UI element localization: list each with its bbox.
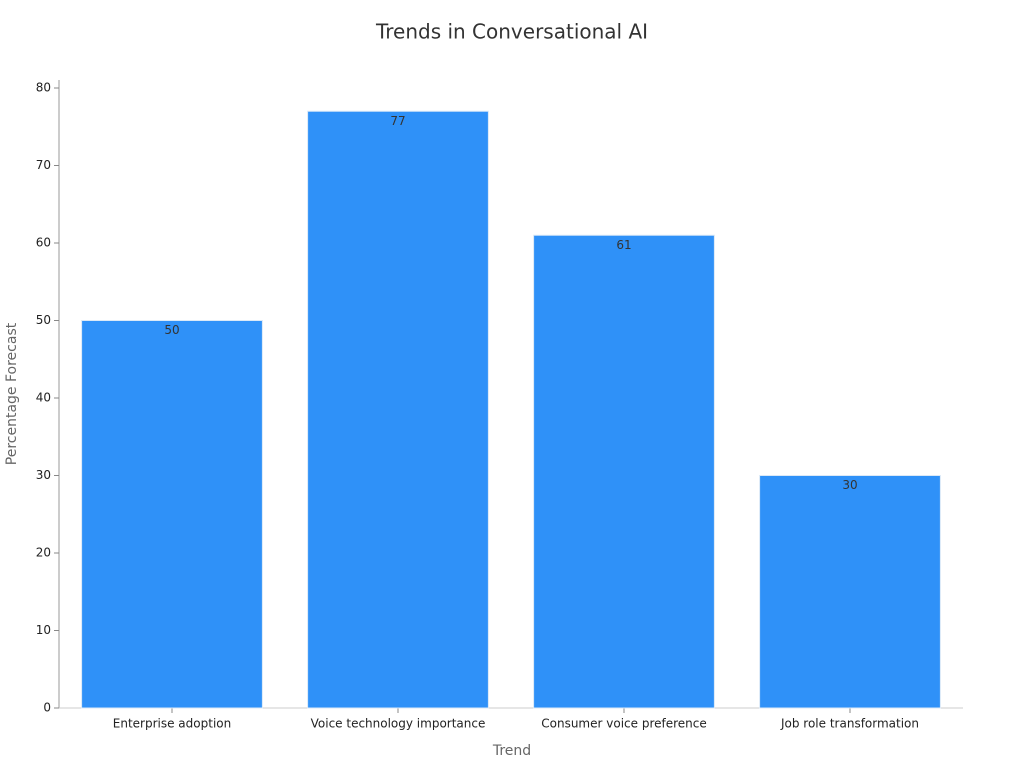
data-label: 50 (164, 323, 179, 337)
y-tick-label: 40 (36, 391, 51, 405)
x-tick-label: Job role transformation (780, 717, 919, 731)
data-label: 30 (842, 478, 857, 492)
bar (307, 110, 489, 709)
chart-title: Trends in Conversational AI (375, 20, 648, 44)
x-tick-label: Enterprise adoption (113, 717, 231, 731)
y-tick-label: 80 (36, 81, 51, 95)
bar (533, 234, 715, 709)
x-axis-label: Trend (492, 743, 531, 759)
y-tick-label: 60 (36, 236, 51, 250)
data-label: 77 (390, 114, 405, 128)
bar (81, 320, 263, 709)
y-tick-label: 70 (36, 158, 51, 172)
y-tick-label: 30 (36, 468, 51, 482)
x-tick-label: Consumer voice preference (541, 717, 707, 731)
y-tick-label: 10 (36, 623, 51, 637)
y-axis-label: Percentage Forecast (4, 322, 20, 465)
x-tick-label: Voice technology importance (311, 717, 486, 731)
y-tick-label: 0 (43, 701, 51, 715)
y-tick-label: 20 (36, 546, 51, 560)
data-label: 61 (616, 238, 631, 252)
y-tick-label: 50 (36, 313, 51, 327)
bar (759, 475, 941, 709)
